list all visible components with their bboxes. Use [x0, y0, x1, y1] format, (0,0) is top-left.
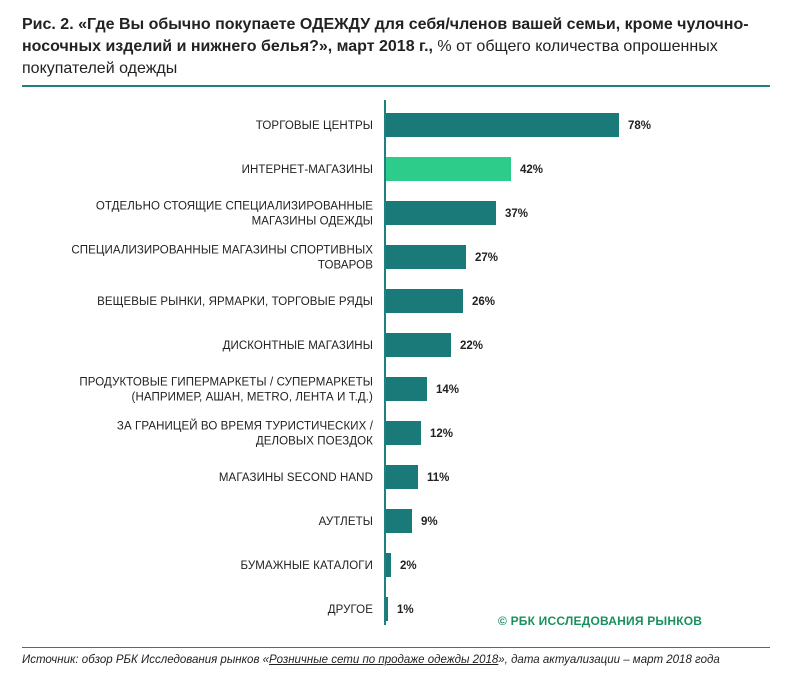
category-label-4-line-1: СПЕЦИАЛИЗИРОВАННЫЕ МАГАЗИНЫ СПОРТИВНЫХ	[71, 245, 373, 257]
value-label-11: 2%	[400, 560, 417, 572]
value-label-1: 78%	[628, 120, 651, 132]
bar-11	[385, 553, 391, 577]
category-label-8-line-2: ДЕЛОВЫХ ПОЕЗДОК	[256, 436, 373, 448]
value-label-6: 22%	[460, 340, 483, 352]
value-label-10: 9%	[421, 516, 438, 528]
value-label-8: 12%	[430, 428, 453, 440]
category-label-3-line-2: МАГАЗИНЫ ОДЕЖДЫ	[252, 216, 373, 228]
bar-2	[385, 157, 511, 181]
chart-title: Рис. 2. «Где Вы обычно покупаете ОДЕЖДУ …	[22, 14, 792, 80]
bar-1	[385, 113, 619, 137]
bar-10	[385, 509, 412, 533]
category-label-11: БУМАЖНЫЕ КАТАЛОГИ	[240, 560, 373, 572]
source-divider	[22, 647, 770, 648]
category-label-6: ДИСКОНТНЫЕ МАГАЗИНЫ	[223, 340, 373, 352]
bar-8	[385, 421, 421, 445]
bar-9	[385, 465, 418, 489]
copyright-label: © РБК ИССЛЕДОВАНИЯ РЫНКОВ	[498, 614, 703, 628]
value-label-9: 11%	[427, 472, 449, 484]
category-label-8-line-1: ЗА ГРАНИЦЕЙ ВО ВРЕМЯ ТУРИСТИЧЕСКИХ /	[117, 420, 374, 433]
category-label-9: МАГАЗИНЫ SECOND HAND	[219, 472, 373, 484]
bar-5	[385, 289, 463, 313]
bar-chart: 78% ТОРГОВЫЕ ЦЕНТРЫ 42% ИНТЕРНЕТ-МАГАЗИНЫ 37…	[71, 100, 651, 625]
title-divider	[22, 85, 770, 87]
category-label-12: ДРУГОЕ	[328, 604, 374, 616]
chart-title-normal: % от общего количества опрошенных покупа…	[22, 38, 718, 77]
value-label-5: 26%	[472, 296, 495, 308]
source-note: Источник: обзор РБК Исследования рынков …	[22, 654, 720, 666]
chart-title-bold: Рис. 2. «Где Вы обычно покупаете ОДЕЖДУ …	[22, 16, 749, 55]
value-label-2: 42%	[520, 164, 543, 176]
value-label-3: 37%	[505, 208, 528, 220]
category-label-2: ИНТЕРНЕТ-МАГАЗИНЫ	[242, 164, 373, 176]
value-label-4: 27%	[475, 252, 498, 264]
source-suffix: », дата актуализации – март 2018 года	[498, 654, 720, 666]
category-label-3-line-1: ОТДЕЛЬНО СТОЯЩИЕ СПЕЦИАЛИЗИРОВАННЫЕ	[96, 201, 373, 213]
bar-12	[385, 597, 388, 621]
category-label-1: ТОРГОВЫЕ ЦЕНТРЫ	[256, 120, 373, 132]
source-link[interactable]: Розничные сети по продаже одежды 2018	[269, 654, 499, 666]
value-label-7: 14%	[436, 384, 459, 396]
category-label-7-line-2: (НАПРИМЕР, АШАН, METRO, ЛЕНТА И Т.Д.)	[132, 392, 374, 404]
value-label-12: 1%	[397, 604, 414, 616]
bar-7	[385, 377, 427, 401]
category-label-5: ВЕЩЕВЫЕ РЫНКИ, ЯРМАРКИ, ТОРГОВЫЕ РЯДЫ	[97, 296, 373, 308]
source-prefix: Источник: обзор РБК Исследования рынков …	[22, 654, 270, 666]
category-label-7-line-1: ПРОДУКТОВЫЕ ГИПЕРМАРКЕТЫ / СУПЕРМАРКЕТЫ	[79, 377, 373, 389]
category-label-4-line-2: ТОВАРОВ	[318, 260, 373, 272]
category-label-10: АУТЛЕТЫ	[319, 516, 373, 528]
bar-3	[385, 201, 496, 225]
bar-4	[385, 245, 466, 269]
bar-6	[385, 333, 451, 357]
